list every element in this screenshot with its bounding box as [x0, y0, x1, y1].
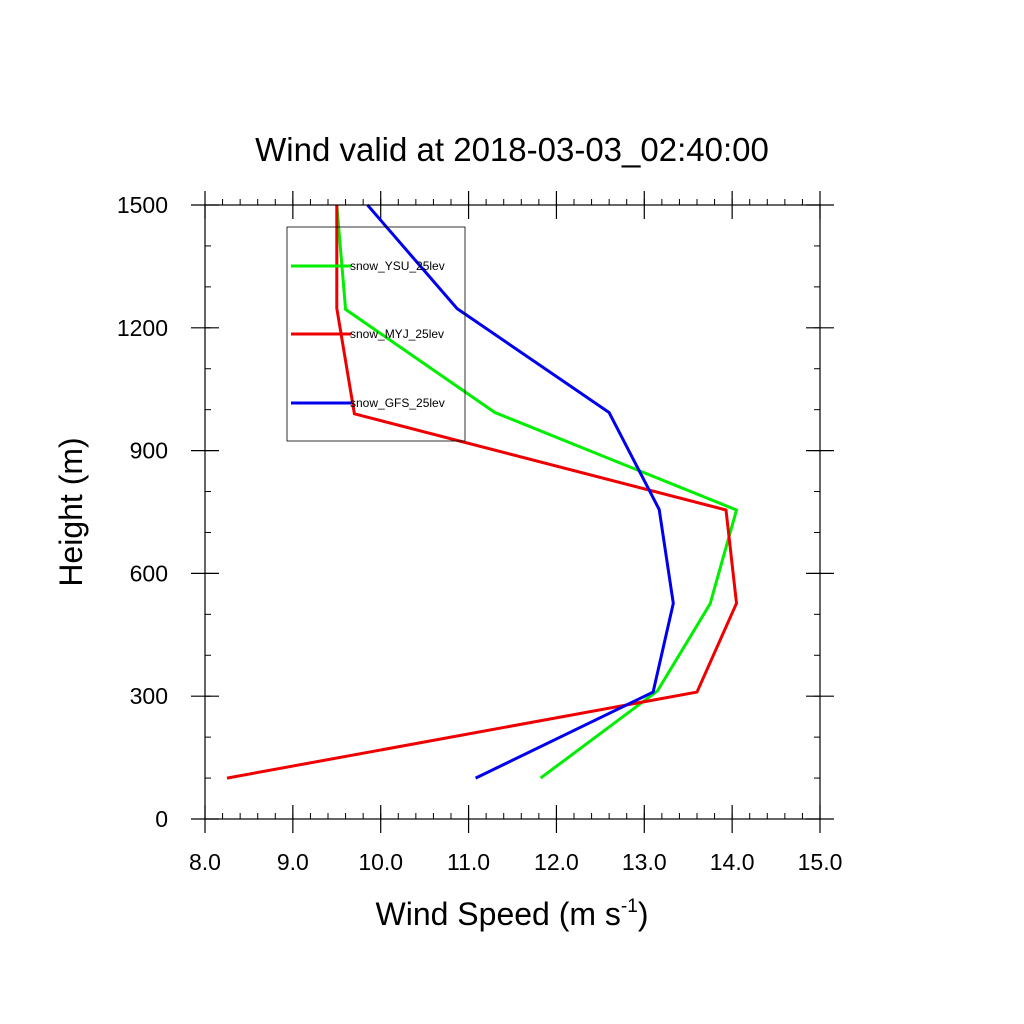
- x-tick-label: 8.0: [189, 849, 221, 875]
- series-lines: [226, 204, 739, 780]
- plot-frame: [204, 204, 821, 820]
- y-tick-label: 1200: [117, 315, 168, 341]
- x-axis-title-main: Wind Speed (m s: [376, 896, 621, 932]
- legend-label: snow_YSU_25lev: [350, 259, 445, 273]
- x-tick-labels: 8.0 9.0 10.0 11.0 12.0 13.0 14.0 15.0: [189, 849, 842, 875]
- x-tick-label: 10.0: [358, 849, 403, 875]
- series-line-snow-myj-25lev: [226, 205, 739, 780]
- y-tick-label: 600: [130, 560, 168, 586]
- x-tick-label: 13.0: [622, 849, 667, 875]
- y-tick-label: 300: [130, 683, 168, 709]
- y-tick-label: 0: [155, 806, 168, 832]
- y-tick-labels: 0 300 600 900 1200 1500: [117, 192, 168, 832]
- chart-title: Wind valid at 2018-03-03_02:40:00: [255, 131, 769, 168]
- legend-box: [286, 226, 466, 442]
- x-axis-title-superscript: -1: [621, 896, 638, 917]
- legend-label: snow_GFS_25lev: [350, 396, 445, 410]
- y-tick-label: 1500: [117, 192, 168, 218]
- x-tick-label: 9.0: [277, 849, 309, 875]
- legend-label: snow_MYJ_25lev: [350, 327, 444, 341]
- x-tick-label: 14.0: [710, 849, 755, 875]
- y-axis-title: Height (m): [53, 437, 89, 586]
- series-line-snow-ysu-25lev: [335, 204, 739, 780]
- x-axis-title-suffix: ): [638, 896, 649, 932]
- series-line-snow-gfs-25lev: [366, 204, 675, 780]
- x-tick-label: 15.0: [798, 849, 843, 875]
- x-tick-label: 12.0: [534, 849, 579, 875]
- y-tick-label: 900: [130, 438, 168, 464]
- legend: snow_YSU_25lev snow_MYJ_25lev snow_GFS_25l…: [286, 226, 466, 442]
- x-tick-label: 11.0: [447, 849, 490, 875]
- x-axis-title: Wind Speed (m s-1): [376, 896, 649, 932]
